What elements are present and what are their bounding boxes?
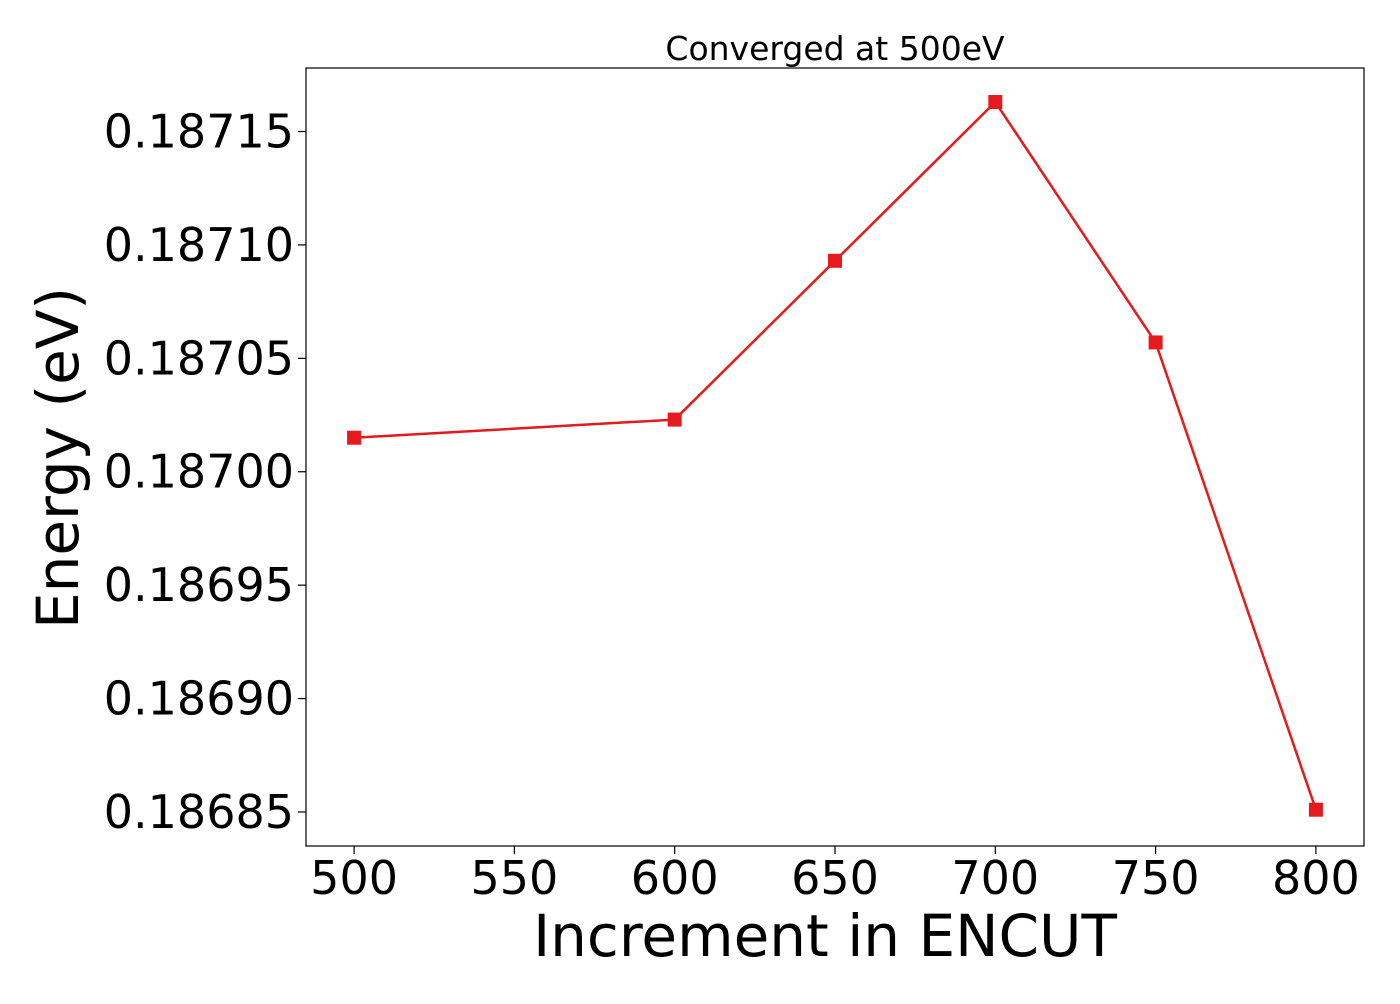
plot-area-frame [305,67,1365,847]
x-tick-label: 700 [951,851,1039,905]
x-axis-ticks: 500 550 600 650 700 750 800 [310,846,1360,905]
y-tick-label: 0.18715 [104,105,294,159]
y-tick-label: 0.18710 [104,218,294,272]
x-tick-label: 800 [1272,851,1360,905]
series-layer [347,95,1323,817]
y-tick-label: 0.18685 [104,785,294,839]
x-tick-label: 600 [631,851,719,905]
y-axis-title: Energy (eV) [24,287,92,629]
y-tick-label: 0.18700 [104,445,294,499]
y-axis-ticks: 0.18685 0.18690 0.18695 0.18700 0.18705 0.187… [104,105,306,839]
data-point-marker [1148,335,1163,350]
data-point-marker [1308,802,1323,817]
x-tick-label: 750 [1112,851,1200,905]
data-point-marker [667,412,682,427]
x-tick-label: 500 [310,851,398,905]
x-tick-label: 550 [470,851,558,905]
y-tick-label: 0.18690 [104,672,294,726]
data-point-marker [347,430,362,445]
x-axis-title: Increment in ENCUT [533,902,1117,970]
data-point-marker [828,253,842,268]
series-line [354,100,1318,811]
chart-title: Converged at 500eV [665,29,1005,68]
x-tick-label: 650 [791,851,879,905]
y-tick-label: 0.18705 [104,331,294,385]
y-tick-label: 0.18695 [104,558,294,612]
data-point-marker [988,95,1003,110]
